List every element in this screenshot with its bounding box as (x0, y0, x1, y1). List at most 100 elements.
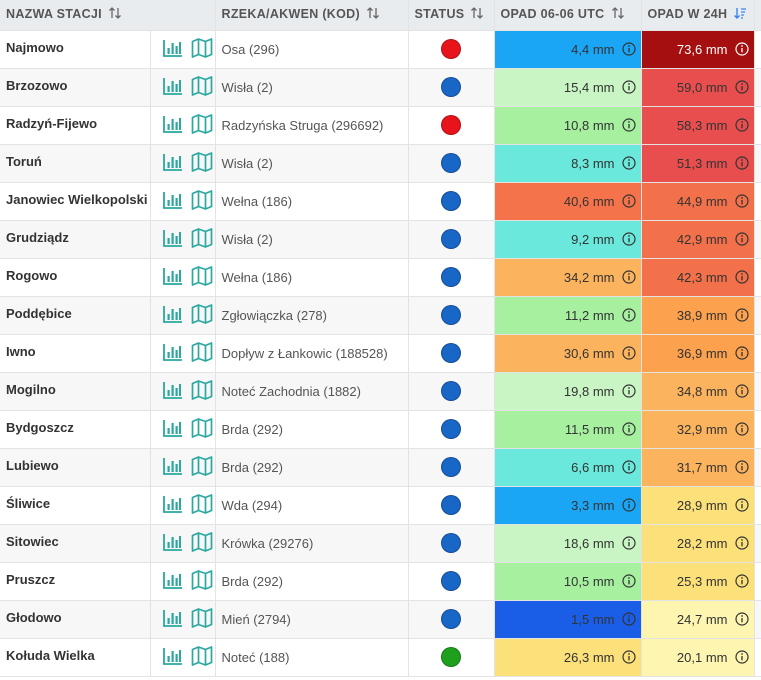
station-name[interactable]: Pruszcz (0, 562, 151, 601)
station-name[interactable]: Najmowo (0, 30, 151, 69)
info-icon[interactable] (621, 346, 636, 360)
map-icon[interactable] (191, 227, 213, 251)
map-icon[interactable] (191, 37, 213, 61)
sort-icon[interactable] (611, 6, 625, 23)
map-icon[interactable] (191, 113, 213, 137)
info-icon[interactable] (621, 194, 636, 208)
sort-icon[interactable] (108, 6, 122, 23)
table-row[interactable]: Śliwice Wda (294) 3,3 mm 28,9 mm (0, 486, 761, 525)
chart-icon[interactable] (162, 267, 183, 288)
info-icon[interactable] (621, 384, 636, 398)
table-row[interactable]: Mogilno Noteć Zachodnia (1882) 19,8 mm 34,8… (0, 372, 761, 411)
sort-icon[interactable] (366, 6, 380, 23)
station-name[interactable]: Głodowo (0, 600, 151, 639)
map-icon[interactable] (191, 645, 213, 669)
info-icon[interactable] (621, 612, 636, 626)
table-row[interactable]: Pruszcz Brda (292) 10,5 mm 25,3 mm (0, 562, 761, 601)
table-row[interactable]: Radzyń-Fijewo Radzyńska Struga (296692) 10… (0, 106, 761, 145)
station-name[interactable]: Toruń (0, 144, 151, 183)
table-row[interactable]: Rogowo Wełna (186) 34,2 mm 42,3 mm (0, 258, 761, 297)
table-row[interactable]: Brzozowo Wisła (2) 15,4 mm 59,0 mm (0, 68, 761, 107)
info-icon[interactable] (734, 194, 749, 208)
info-icon[interactable] (621, 308, 636, 322)
station-name[interactable]: Iwno (0, 334, 151, 373)
chart-icon[interactable] (162, 77, 183, 98)
map-icon[interactable] (191, 417, 213, 441)
station-name[interactable]: Sitowiec (0, 524, 151, 563)
info-icon[interactable] (621, 498, 636, 512)
station-name[interactable]: Brzozowo (0, 68, 151, 107)
table-row[interactable]: Bydgoszcz Brda (292) 11,5 mm 32,9 mm (0, 410, 761, 449)
chart-icon[interactable] (162, 343, 183, 364)
map-icon[interactable] (191, 75, 213, 99)
map-icon[interactable] (191, 569, 213, 593)
chart-icon[interactable] (162, 153, 183, 174)
info-icon[interactable] (734, 308, 749, 322)
info-icon[interactable] (621, 80, 636, 94)
chart-icon[interactable] (162, 647, 183, 668)
station-name[interactable]: Janowiec Wielkopolski (0, 182, 151, 221)
chart-icon[interactable] (162, 39, 183, 60)
table-row[interactable]: Najmowo Osa (296) 4,4 mm 73,6 mm (0, 30, 761, 69)
map-icon[interactable] (191, 493, 213, 517)
chart-icon[interactable] (162, 419, 183, 440)
station-name[interactable]: Lubiewo (0, 448, 151, 487)
chart-icon[interactable] (162, 115, 183, 136)
info-icon[interactable] (734, 42, 749, 56)
chart-icon[interactable] (162, 609, 183, 630)
table-row[interactable]: Poddębice Zgłowiączka (278) 11,2 mm 38,9 mm (0, 296, 761, 335)
info-icon[interactable] (734, 346, 749, 360)
info-icon[interactable] (734, 536, 749, 550)
info-icon[interactable] (734, 460, 749, 474)
station-name[interactable]: Bydgoszcz (0, 410, 151, 449)
station-name[interactable]: Radzyń-Fijewo (0, 106, 151, 145)
info-icon[interactable] (734, 232, 749, 246)
map-icon[interactable] (191, 455, 213, 479)
table-row[interactable]: Sitowiec Krówka (29276) 18,6 mm 28,2 mm (0, 524, 761, 563)
station-name[interactable]: Grudziądz (0, 220, 151, 259)
map-icon[interactable] (191, 303, 213, 327)
chart-icon[interactable] (162, 229, 183, 250)
info-icon[interactable] (621, 536, 636, 550)
info-icon[interactable] (734, 422, 749, 436)
table-row[interactable]: Iwno Dopływ z Łankowic (188528) 30,6 mm 36,… (0, 334, 761, 373)
info-icon[interactable] (621, 422, 636, 436)
map-icon[interactable] (191, 151, 213, 175)
station-name[interactable]: Rogowo (0, 258, 151, 297)
chart-icon[interactable] (162, 495, 183, 516)
table-row[interactable]: Janowiec Wielkopolski Wełna (186) 40,6 mm 4… (0, 182, 761, 221)
map-icon[interactable] (191, 189, 213, 213)
info-icon[interactable] (734, 650, 749, 664)
table-row[interactable]: Głodowo Mień (2794) 1,5 mm 24,7 mm (0, 600, 761, 639)
info-icon[interactable] (621, 42, 636, 56)
chart-icon[interactable] (162, 305, 183, 326)
info-icon[interactable] (621, 650, 636, 664)
station-name[interactable]: Kołuda Wielka (0, 638, 151, 677)
info-icon[interactable] (621, 156, 636, 170)
chart-icon[interactable] (162, 533, 183, 554)
table-row[interactable]: Toruń Wisła (2) 8,3 mm 51,3 mm (0, 144, 761, 183)
info-icon[interactable] (621, 574, 636, 588)
info-icon[interactable] (734, 80, 749, 94)
station-name[interactable]: Poddębice (0, 296, 151, 335)
header-precip-24h[interactable]: OPAD W 24H (641, 0, 755, 31)
info-icon[interactable] (621, 270, 636, 284)
info-icon[interactable] (734, 270, 749, 284)
chart-icon[interactable] (162, 381, 183, 402)
info-icon[interactable] (621, 460, 636, 474)
header-status[interactable]: STATUS (408, 0, 495, 31)
map-icon[interactable] (191, 531, 213, 555)
chart-icon[interactable] (162, 457, 183, 478)
info-icon[interactable] (734, 118, 749, 132)
info-icon[interactable] (734, 384, 749, 398)
info-icon[interactable] (621, 118, 636, 132)
chart-icon[interactable] (162, 571, 183, 592)
header-precip-0606[interactable]: OPAD 06-06 UTC (494, 0, 642, 31)
map-icon[interactable] (191, 341, 213, 365)
chart-icon[interactable] (162, 191, 183, 212)
info-icon[interactable] (734, 574, 749, 588)
header-station[interactable]: NAZWA STACJI (0, 0, 216, 31)
map-icon[interactable] (191, 607, 213, 631)
map-icon[interactable] (191, 265, 213, 289)
station-name[interactable]: Śliwice (0, 486, 151, 525)
